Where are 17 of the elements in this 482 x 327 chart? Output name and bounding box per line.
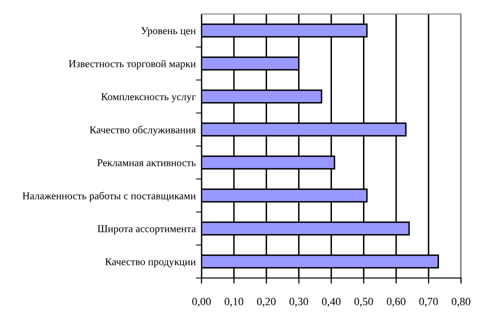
x-tick-label: 0,20: [257, 298, 276, 307]
y-tick-label: Комплексность услуг: [101, 93, 196, 102]
x-tick-label: 0,80: [452, 298, 470, 307]
y-tick-label: Широта ассортимента: [98, 225, 196, 234]
y-tick-label: Качество продукции: [105, 258, 196, 268]
y-tick-label: Уровень цен: [141, 27, 196, 36]
x-tick-label: 0,30: [290, 298, 308, 307]
x-tick-label: 0,60: [386, 298, 406, 307]
y-tick-label: Качество обслуживания: [90, 126, 196, 136]
y-tick-label: Рекламная активность: [97, 159, 196, 166]
y-tick-label: Известность торговой марки: [68, 60, 196, 70]
x-tick-label: 0,10: [224, 298, 244, 307]
x-tick-label: 0,00: [192, 298, 211, 307]
x-tick-label: 0,70: [419, 298, 438, 307]
x-tick-label: 0,50: [354, 298, 373, 307]
y-tick-label: Налаженность работы с поставщиками: [22, 192, 196, 202]
x-tick-label: 0,40: [322, 298, 341, 307]
